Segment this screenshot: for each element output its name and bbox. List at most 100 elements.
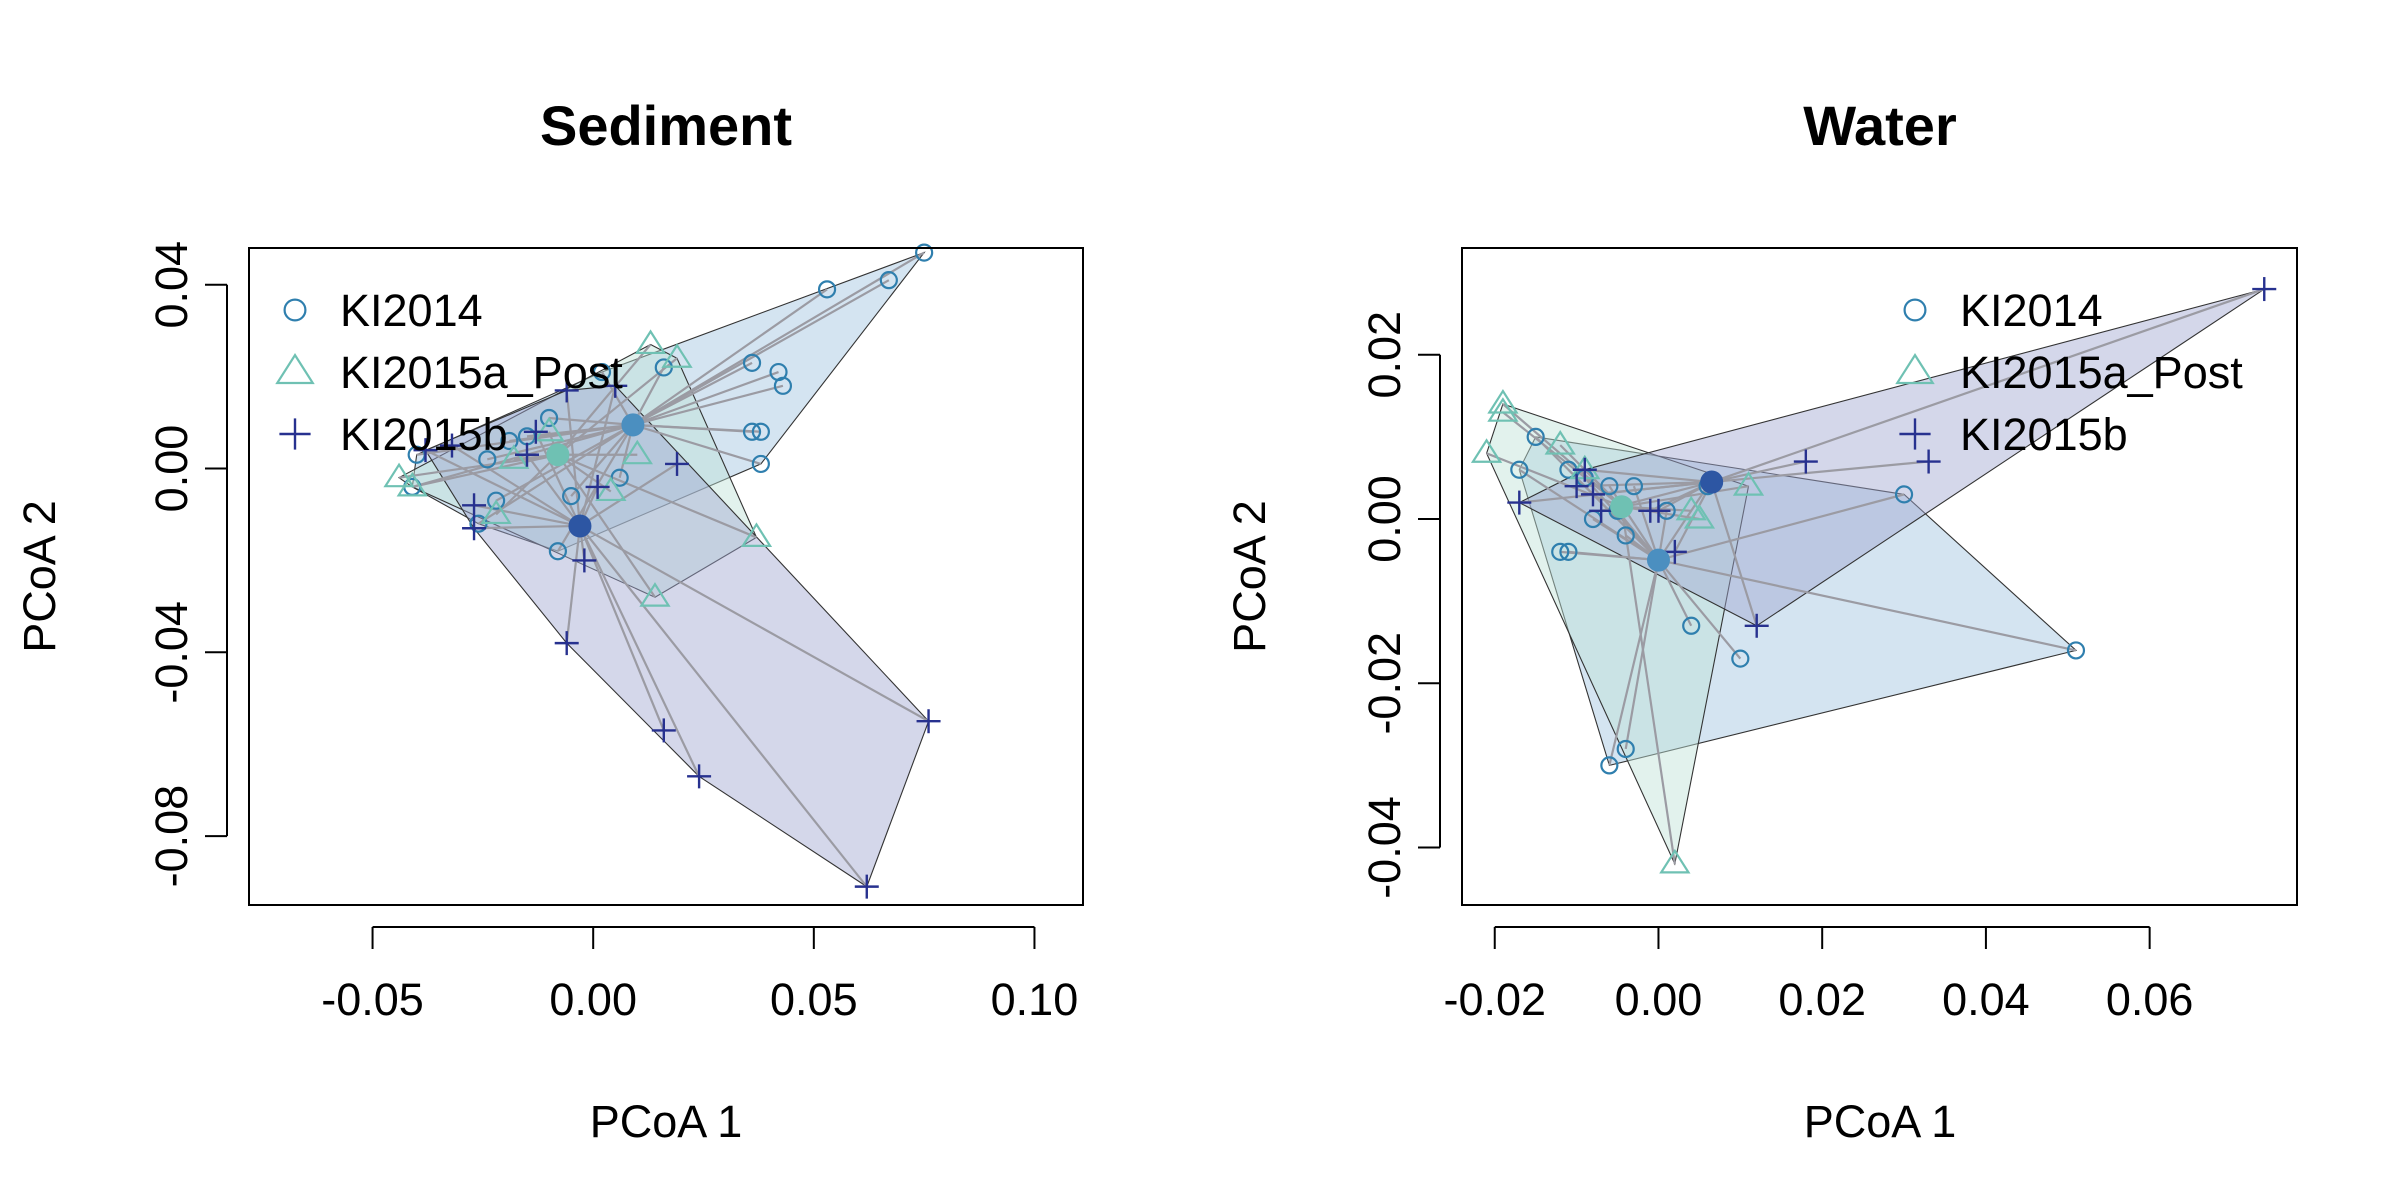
legend-marker-KI2015b <box>279 418 311 450</box>
point-KI2014-16 <box>487 491 506 510</box>
point-KI2015b-15 <box>439 433 464 458</box>
point-KI2015b-5 <box>1507 490 1532 515</box>
spider-line-KI2015b-0 <box>1711 288 2265 484</box>
spider-line-KI2015b-2 <box>1711 460 1807 484</box>
spider-line-KI2014-3 <box>632 371 779 426</box>
spider-line-KI2015b-15 <box>451 444 581 527</box>
x-tick-label: 0.00 <box>1615 974 1703 1025</box>
spider-line-KI2015b-1 <box>1711 460 1929 484</box>
point-KI2015b-2 <box>1793 449 1818 474</box>
spider-line-KI2014-4 <box>1624 559 1660 750</box>
point-KI2014-0 <box>2066 641 2086 660</box>
point-KI2014-14 <box>478 450 497 469</box>
point-KI2014-1 <box>879 271 898 290</box>
spider-line-KI2015b-4 <box>565 525 582 644</box>
spider-line-KI2015b-7 <box>1584 468 1712 484</box>
y-tick-label: 0.00 <box>1359 475 1410 563</box>
spider-line-KI2015b-3 <box>1710 481 1758 627</box>
legend-label: KI2015a_Post <box>1960 347 2243 398</box>
point-KI2015b-3 <box>1744 613 1769 638</box>
point-KI2014-13 <box>1600 477 1619 496</box>
centroid-KI2014 <box>1646 548 1670 572</box>
point-KI2014-8 <box>1510 460 1529 479</box>
point-KI2014-15 <box>1624 477 1644 496</box>
centroid-KI2015a_Post <box>1610 495 1634 519</box>
point-KI2015b-8 <box>1580 482 1605 507</box>
centroid-KI2015a_Post <box>546 443 570 467</box>
point-KI2015a_Post-3 <box>1544 430 1576 455</box>
point-KI2015b-7 <box>1572 457 1597 482</box>
point-KI2014-5 <box>742 353 762 372</box>
spider-line-KI2014-17 <box>1657 485 1709 561</box>
point-KI2015a_Post-6 <box>1683 503 1716 529</box>
y-tick-label: -0.04 <box>146 601 197 704</box>
spider-line-KI2014-4 <box>632 384 784 426</box>
x-tick-label: 0.06 <box>2106 974 2194 1025</box>
chart-title: Sediment <box>540 94 792 157</box>
point-KI2015b-1 <box>854 874 879 899</box>
point-KI2015a_Post-3 <box>639 582 671 607</box>
point-KI2015a_Post-4 <box>383 462 415 488</box>
point-KI2014-22 <box>610 468 629 487</box>
point-KI2015b-7 <box>603 373 628 398</box>
legend-label: KI2015b <box>340 409 508 460</box>
spider-line-KI2014-0 <box>632 251 925 426</box>
spider-line-KI2015b-0 <box>579 525 930 723</box>
point-KI2015b-0 <box>916 709 941 734</box>
point-KI2015b-2 <box>687 764 712 789</box>
point-KI2015a_Post-10 <box>498 444 530 469</box>
spider-line-KI2015a_Post-6 <box>495 453 559 516</box>
spider-line-KI2015a_Post-4 <box>1620 506 1676 865</box>
point-KI2015b-13 <box>413 438 438 463</box>
spider-line-KI2014-20 <box>570 424 634 497</box>
point-KI2015a_Post-0 <box>634 329 667 355</box>
point-KI2015b-11 <box>1646 498 1671 523</box>
point-KI2015a_Post-9 <box>533 416 565 442</box>
point-KI2014-10 <box>592 362 612 382</box>
point-KI2014-15 <box>500 431 519 451</box>
point-KI2015a_Post-7 <box>1732 471 1765 496</box>
y-axis-label: PCoA 2 <box>14 500 65 653</box>
point-KI2014-21 <box>548 542 567 561</box>
x-tick-label: 0.04 <box>1942 974 2030 1025</box>
x-axis-label: PCoA 1 <box>590 1096 743 1147</box>
spider-line-KI2015b-8 <box>565 390 582 527</box>
spider-line-KI2014-2 <box>632 288 828 426</box>
point-KI2015a_Post-2 <box>740 522 773 547</box>
spider-line-KI2015a_Post-6 <box>1621 505 1700 521</box>
spider-line-KI2014-3 <box>1657 559 1693 627</box>
point-KI2015a_Post-6 <box>480 499 512 525</box>
point-KI2015a_Post-5 <box>396 471 428 497</box>
spider-line-KI2014-1 <box>1658 493 1905 562</box>
spider-line-KI2014-7 <box>632 423 761 433</box>
spider-line-KI2014-15 <box>1632 485 1660 561</box>
legend-marker-KI2015a_Post <box>1895 353 1935 385</box>
chart-title: Water <box>1803 94 1957 157</box>
point-KI2014-3 <box>1682 616 1701 635</box>
spider-line-KI2015a_Post-1 <box>557 357 678 456</box>
point-KI2015a_Post-1 <box>1487 397 1519 422</box>
point-KI2015b-6 <box>1564 474 1589 499</box>
spider-line-KI2014-8 <box>632 423 762 465</box>
point-KI2015a_Post-4 <box>1659 848 1691 874</box>
point-KI2015b-1 <box>1916 449 1941 474</box>
legend-marker-KI2015b <box>1899 418 1931 450</box>
plot-frame <box>248 247 1084 906</box>
y-tick-label: -0.04 <box>1359 796 1410 899</box>
point-KI2014-12 <box>539 408 559 428</box>
point-KI2014-16 <box>1616 526 1635 545</box>
point-KI2014-6 <box>1559 542 1578 561</box>
x-tick-label: 0.00 <box>549 974 637 1025</box>
point-KI2015b-9 <box>523 419 548 444</box>
spider-line-KI2015b-1 <box>579 525 868 888</box>
legend-label: KI2015b <box>1960 409 2128 460</box>
point-KI2015b-0 <box>2252 277 2277 302</box>
centroid-KI2015b <box>568 514 592 538</box>
point-KI2015b-9 <box>1589 498 1614 523</box>
legend-label: KI2015a_Post <box>340 347 623 398</box>
x-tick-label: -0.02 <box>1443 974 1546 1025</box>
spider-line-KI2014-2 <box>1657 559 1742 660</box>
point-KI2014-9 <box>1526 427 1545 446</box>
y-tick-label: -0.08 <box>146 785 197 888</box>
